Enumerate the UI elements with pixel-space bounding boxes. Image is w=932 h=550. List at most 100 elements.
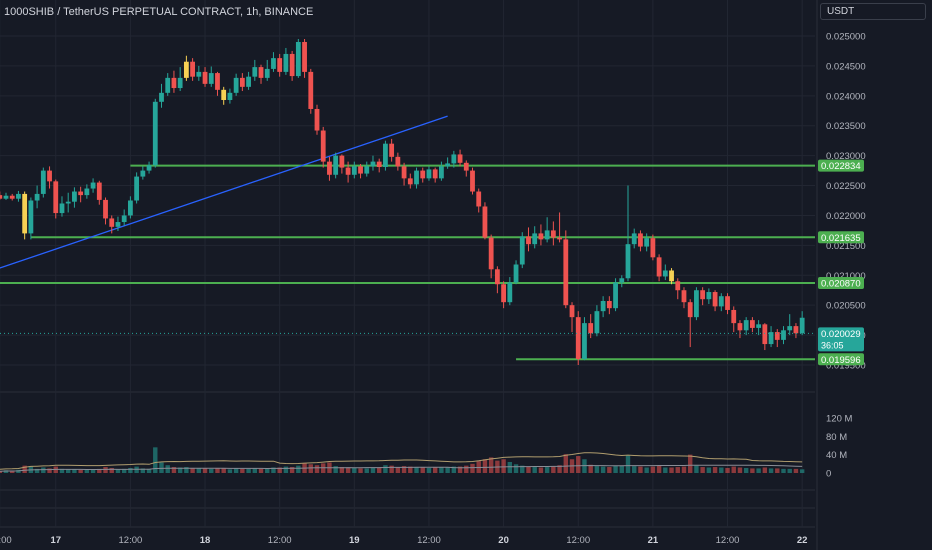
volume-bar bbox=[482, 459, 488, 473]
candle-body bbox=[762, 324, 768, 345]
candle-body bbox=[171, 77, 177, 89]
candle-body bbox=[538, 233, 544, 240]
volume-bar bbox=[582, 459, 587, 473]
candle-body bbox=[407, 178, 413, 185]
candle-body bbox=[34, 193, 40, 201]
candle-body bbox=[588, 323, 594, 334]
candle-body bbox=[16, 193, 21, 199]
candle-body bbox=[619, 278, 625, 283]
trend-line[interactable] bbox=[0, 115, 448, 272]
candle-body bbox=[700, 290, 706, 300]
volume-bar bbox=[750, 468, 755, 473]
volume-bar bbox=[420, 467, 425, 473]
volume-bar bbox=[520, 465, 525, 473]
candle-body bbox=[53, 181, 59, 214]
time-tick-label: 12:00 bbox=[716, 535, 740, 546]
volume-bar bbox=[669, 467, 674, 473]
candle-body bbox=[383, 143, 388, 168]
volume-bar bbox=[513, 464, 519, 473]
volume-bar bbox=[215, 467, 220, 473]
volume-bar bbox=[246, 468, 251, 473]
candle-body bbox=[333, 155, 339, 175]
volume-bar bbox=[190, 467, 195, 473]
volume-bar bbox=[66, 469, 71, 473]
volume-bar bbox=[41, 467, 46, 473]
candle-body bbox=[202, 71, 208, 84]
candle-body bbox=[227, 92, 233, 101]
candle-body bbox=[121, 215, 127, 223]
time-tick-label: 12:00 bbox=[119, 535, 143, 546]
volume-bar bbox=[90, 469, 96, 473]
candle-body bbox=[756, 324, 762, 328]
volume-bar bbox=[240, 468, 245, 473]
volume-bar bbox=[134, 466, 139, 473]
volume-bar bbox=[731, 466, 736, 473]
time-tick-label: 18 bbox=[200, 535, 211, 546]
time-tick-label: 12:00 bbox=[566, 535, 590, 546]
candle-body bbox=[65, 201, 71, 204]
volume-bar bbox=[395, 467, 401, 473]
candle-body bbox=[625, 244, 631, 279]
candle-body bbox=[302, 41, 307, 72]
candle-body bbox=[519, 236, 525, 265]
volume-bar bbox=[432, 467, 438, 473]
volume-bar bbox=[377, 467, 382, 473]
time-tick-label: 19 bbox=[349, 535, 360, 546]
candle-body bbox=[799, 317, 805, 334]
level-price-tag-label: 0.022834 bbox=[821, 161, 861, 172]
volume-bar bbox=[619, 465, 624, 473]
volume-bar bbox=[383, 465, 388, 473]
time-tick-label: 12:00 bbox=[417, 535, 441, 546]
volume-bar bbox=[743, 467, 749, 473]
candle-body bbox=[600, 300, 606, 312]
volume-bar bbox=[339, 467, 345, 473]
volume-bar bbox=[209, 468, 214, 473]
price-tick-label: 0.024000 bbox=[826, 91, 866, 102]
candle-body bbox=[109, 218, 115, 227]
level-price-tag-label: 0.021635 bbox=[821, 233, 861, 244]
volume-bar bbox=[644, 467, 649, 473]
volume-bar bbox=[408, 466, 413, 473]
candle-body bbox=[582, 323, 587, 360]
volume-bar bbox=[501, 459, 506, 473]
candle-body bbox=[0, 195, 3, 199]
candle-body bbox=[233, 77, 239, 93]
candle-body bbox=[364, 166, 370, 174]
volume-bar bbox=[551, 466, 556, 473]
candle-body bbox=[208, 73, 214, 84]
volume-bar bbox=[22, 465, 27, 473]
currency-selector[interactable]: USDT bbox=[820, 3, 926, 20]
volume-bar bbox=[557, 465, 562, 473]
volume-bar bbox=[159, 462, 164, 473]
candle-body bbox=[47, 170, 52, 182]
volume-bar bbox=[97, 468, 102, 473]
volume-bar bbox=[768, 468, 774, 473]
candle-body bbox=[445, 163, 451, 167]
volume-bar bbox=[0, 471, 2, 473]
candle-body bbox=[606, 300, 612, 309]
volume-bar bbox=[121, 468, 127, 473]
volume-bar bbox=[725, 467, 730, 473]
volume-moving-average bbox=[0, 452, 803, 472]
candle-body bbox=[277, 58, 283, 72]
volume-bar bbox=[787, 468, 792, 473]
candle-body bbox=[134, 176, 140, 201]
candle-body bbox=[159, 92, 164, 102]
volume-bar bbox=[258, 468, 264, 473]
candle-body bbox=[563, 239, 569, 306]
volume-bar bbox=[277, 467, 282, 473]
volume-bar bbox=[352, 467, 357, 473]
volume-bar bbox=[775, 468, 780, 473]
candle-body bbox=[774, 332, 780, 340]
candle-body bbox=[463, 162, 469, 171]
volume-bar bbox=[625, 455, 631, 473]
candle-body bbox=[526, 236, 531, 245]
candle-body bbox=[457, 154, 463, 163]
volume-bar bbox=[34, 468, 40, 473]
candle-body bbox=[631, 233, 637, 245]
candle-body bbox=[308, 71, 314, 109]
volume-bar bbox=[308, 464, 313, 473]
candle-body bbox=[3, 195, 9, 199]
volume-bar bbox=[781, 468, 786, 473]
